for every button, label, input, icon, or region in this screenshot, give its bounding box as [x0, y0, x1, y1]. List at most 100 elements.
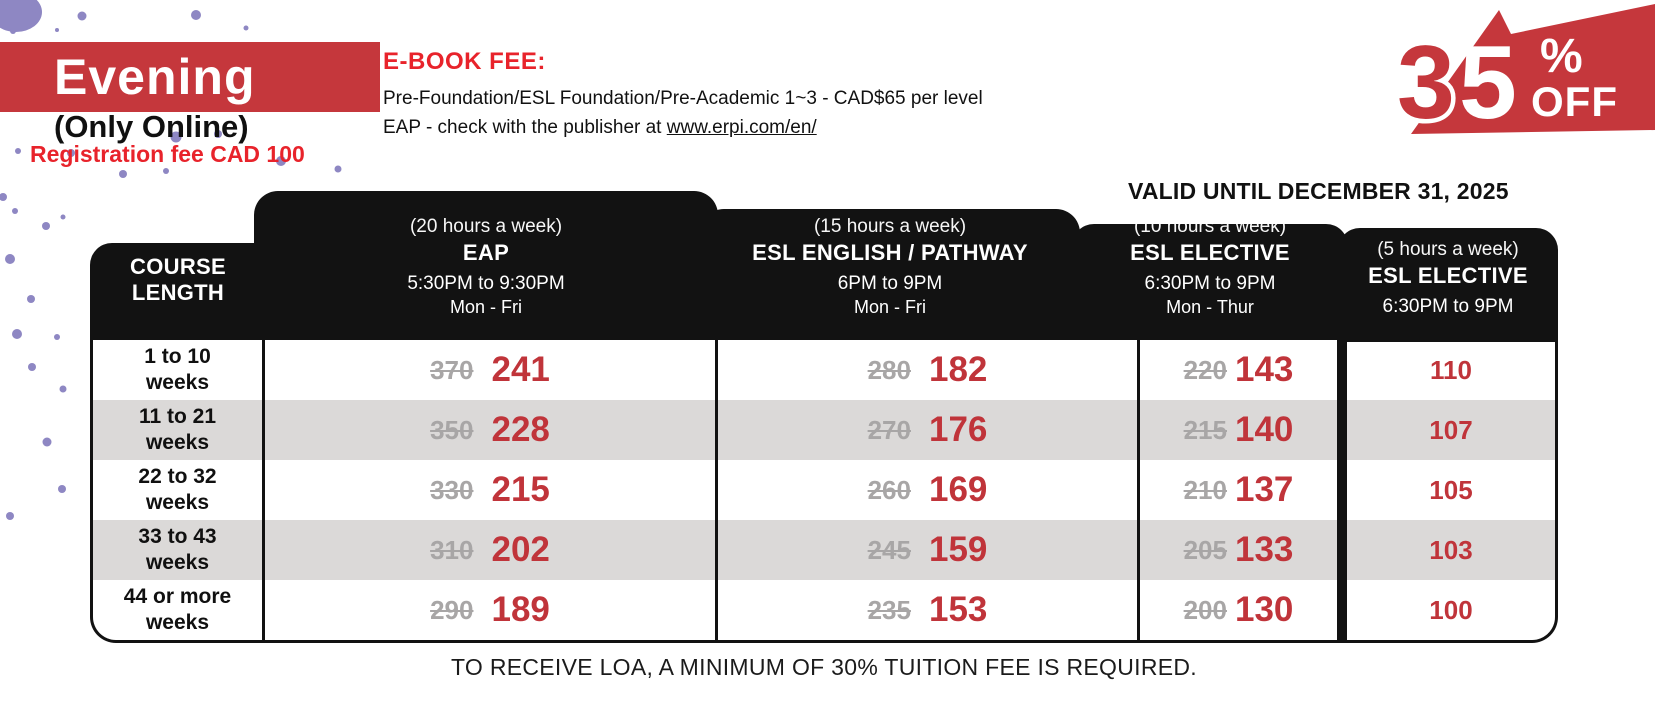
eap-days: Mon - Fri	[450, 297, 522, 317]
elective10-price-cell: 215 140	[1140, 400, 1337, 460]
elective5-price-cell: 107	[1347, 400, 1555, 460]
price: 105	[1429, 474, 1473, 505]
elective5-price-cell: 110	[1347, 340, 1555, 400]
price: 107	[1429, 414, 1473, 445]
esl-price-cell: 270 176	[718, 400, 1137, 460]
discounted-price: 189	[491, 590, 550, 629]
old-price: 200	[1183, 594, 1227, 625]
elective10-price-cell: 220 143	[1140, 340, 1337, 400]
elective10-price-cell: 205 133	[1140, 520, 1337, 580]
pricing-table-body: 1 to 10 weeks 370 241 280 182 220 143 11…	[90, 322, 1558, 643]
discounted-price: 176	[928, 410, 988, 449]
elective5-price-cell: 103	[1347, 520, 1555, 580]
discounted-price: 137	[1234, 470, 1294, 509]
discount-value-digit2: 5	[1459, 25, 1517, 140]
eap-price-cell: 290 189	[265, 580, 715, 640]
esl-price-cell: 235 153	[718, 580, 1137, 640]
column-header-esl-elective-10h: (10 hours a week) ESL ELECTIVE 6:30PM to…	[1072, 216, 1348, 327]
price: 100	[1429, 594, 1473, 625]
old-price: 330	[430, 474, 474, 505]
price: 110	[1430, 354, 1472, 385]
column-header-course-length: COURSE LENGTH	[90, 243, 266, 329]
old-price: 215	[1183, 414, 1227, 445]
page-title: Evening	[54, 49, 256, 105]
ebook-fee-line2: EAP - check with the publisher at www.er…	[383, 117, 983, 139]
course-length-range: 44 or more	[123, 584, 232, 608]
course-length-unit: weeks	[145, 551, 210, 574]
price: 103	[1429, 534, 1473, 565]
column-header-eap: (20 hours a week) EAP 5:30PM to 9:30PM M…	[254, 191, 718, 327]
table-row: 11 to 21 weeks 350 228 270 176 215 140 1…	[93, 400, 1555, 460]
esl-hours: (15 hours a week)	[813, 216, 967, 237]
discounted-price: 169	[928, 470, 988, 509]
discounted-price: 153	[928, 590, 988, 629]
esl-time: 6PM to 9PM	[837, 273, 943, 294]
course-length-cell: 22 to 32 weeks	[93, 460, 262, 520]
old-price: 235	[867, 594, 911, 625]
old-price: 310	[430, 534, 474, 565]
discounted-price: 182	[928, 350, 988, 389]
eap-price-cell: 370 241	[265, 340, 715, 400]
course-length-unit: weeks	[145, 371, 210, 394]
discount-percent-sign: %	[1540, 30, 1583, 83]
column-divider	[1137, 340, 1140, 640]
course-length-range: 33 to 43	[138, 524, 217, 548]
old-price: 210	[1183, 474, 1227, 505]
course-length-range: 22 to 32	[138, 464, 217, 488]
course-length-cell: 11 to 21 weeks	[93, 400, 262, 460]
ebook-fee-section: E-BOOK FEE: Pre-Foundation/ESL Foundatio…	[383, 48, 983, 139]
column-divider	[262, 340, 265, 640]
eap-name: EAP	[462, 240, 510, 265]
elective10-price-cell: 200 130	[1140, 580, 1337, 640]
eap-price-cell: 310 202	[265, 520, 715, 580]
elective5-hours: (5 hours a week)	[1377, 239, 1519, 260]
discounted-price: 140	[1234, 410, 1294, 449]
course-length-cell: 44 or more weeks	[93, 580, 262, 640]
old-price: 245	[867, 534, 911, 565]
discount-value-digit1: 3	[1397, 25, 1455, 140]
publisher-link[interactable]: www.erpi.com/en/	[666, 117, 817, 138]
ebook-fee-heading: E-BOOK FEE:	[383, 48, 546, 75]
old-price: 270	[867, 414, 911, 445]
course-length-range: 11 to 21	[138, 404, 217, 428]
discounted-price: 228	[491, 410, 550, 449]
course-length-label: COURSE LENGTH	[130, 254, 226, 305]
eap-price-cell: 350 228	[265, 400, 715, 460]
discounted-price: 241	[491, 350, 550, 389]
discount-badge-shape	[1411, 4, 1655, 134]
discounted-price: 159	[928, 530, 988, 569]
eap-time: 5:30PM to 9:30PM	[407, 273, 565, 294]
esl-name: ESL ENGLISH / PATHWAY	[752, 240, 1028, 265]
old-price: 370	[430, 354, 474, 385]
elective5-name: ESL ELECTIVE	[1368, 263, 1528, 288]
discounted-price: 130	[1234, 590, 1294, 629]
evening-banner: Evening	[0, 42, 380, 112]
elective10-name: ESL ELECTIVE	[1130, 240, 1290, 265]
ebook-fee-line1: Pre-Foundation/ESL Foundation/Pre-Academ…	[383, 88, 983, 109]
course-length-unit: weeks	[145, 611, 210, 634]
discount-off-label: OFF	[1531, 78, 1618, 125]
course-length-range: 1 to 10	[144, 344, 211, 368]
eap-price-cell: 330 215	[265, 460, 715, 520]
course-length-cell: 33 to 43 weeks	[93, 520, 262, 580]
column-divider	[715, 340, 718, 640]
elective10-time: 6:30PM to 9PM	[1144, 273, 1276, 294]
esl-price-cell: 280 182	[718, 340, 1137, 400]
old-price: 280	[867, 354, 911, 385]
old-price: 350	[430, 414, 474, 445]
course-length-unit: weeks	[145, 431, 210, 454]
table-row: 1 to 10 weeks 370 241 280 182 220 143 11…	[93, 340, 1555, 400]
discount-badge: 3 5 % OFF	[1393, 4, 1655, 140]
elective5-price-cell: 105	[1347, 460, 1555, 520]
table-row: 22 to 32 weeks 330 215 260 169 210 137 1…	[93, 460, 1555, 520]
ebook-fee-line2-text: EAP - check with the publisher at	[383, 117, 667, 138]
loa-footer-note: TO RECEIVE LOA, A MINIMUM OF 30% TUITION…	[451, 654, 1197, 680]
elective10-days: Mon - Thur	[1166, 297, 1254, 317]
column-header-esl-english-pathway: (15 hours a week) ESL ENGLISH / PATHWAY …	[700, 209, 1080, 327]
discounted-price: 133	[1234, 530, 1294, 569]
column-divider-thick	[1337, 340, 1347, 640]
valid-until-note: VALID UNTIL DECEMBER 31, 2025	[1128, 178, 1509, 204]
course-length-cell: 1 to 10 weeks	[93, 340, 262, 400]
course-length-unit: weeks	[145, 491, 210, 514]
